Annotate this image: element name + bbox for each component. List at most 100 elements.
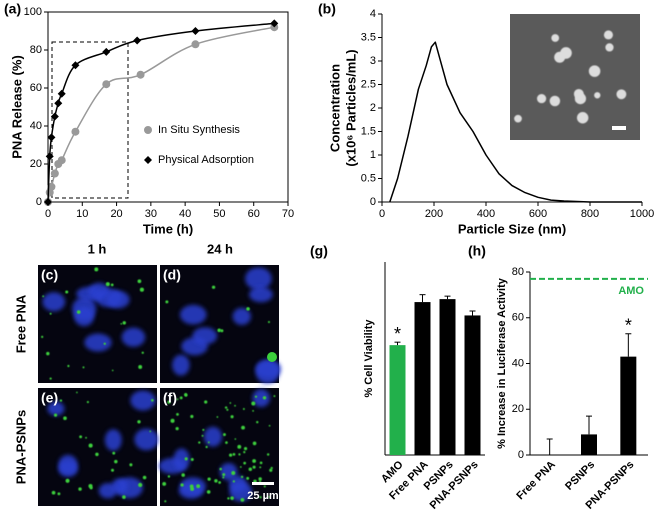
y-tick-label: 1.5 [361,125,376,137]
y-axis-label: % Cell Viability [363,319,375,398]
green-dot [120,322,123,325]
green-dot [162,482,167,486]
nucleus [203,426,223,447]
green-dot [267,320,271,324]
nucleus [172,354,190,376]
row-label: Free PNA [13,294,28,353]
green-dot [111,369,114,372]
green-dot [206,490,211,494]
green-dot [269,468,273,472]
nucleus [173,448,190,471]
green-dot [259,461,263,465]
green-dot [246,476,250,480]
plot-frame [47,11,289,203]
green-dot [266,453,270,456]
nucleus [98,483,118,499]
point [133,36,142,45]
point [71,61,80,70]
green-dot [122,495,126,499]
y-tick-label: 20 [30,158,42,170]
bar [620,356,637,455]
micrographs: (c) (d) (e) (f) [38,265,281,506]
point [191,27,200,35]
green-dot [214,479,218,483]
x-tick-label: 30 [145,208,157,220]
green-dot [219,467,223,471]
column-label: 24 h [207,241,233,256]
green-dot [222,476,225,479]
green-dot [181,473,185,477]
green-dot [176,412,179,416]
green-dot [256,420,259,424]
green-dot [137,420,141,424]
green-dot [141,351,144,354]
green-dot [202,428,205,431]
green-dot [229,402,232,404]
green-dot [78,487,82,491]
y-tick-label: 4 [370,8,376,20]
bar [581,434,597,455]
green-dot [232,480,235,483]
green-dot [110,283,114,287]
x-axis-label: Particle Size (nm) [458,221,566,236]
green-dot [252,465,256,469]
green-dot [223,433,226,437]
y-tick-label: 3 [370,55,376,67]
y-tick-label: 0 [370,196,376,208]
green-dot [139,287,144,292]
x-tick-label: 0 [45,208,51,220]
y-tick-label: 60 [30,82,42,94]
green-dot [230,415,234,419]
significance-mark: * [394,324,401,344]
y-axis-label: (x10⁶ Particles/mL) [343,49,358,166]
micrograph [160,388,279,506]
green-dot [57,492,61,496]
particle [549,95,561,107]
green-dot [220,329,224,333]
y-tick-label: 100 [24,6,42,18]
green-dot [122,321,126,325]
green-dot [149,430,152,433]
legend-label: Physical Adsorption [158,154,254,166]
green-cell [267,352,277,362]
green-dot [190,458,194,462]
green-dot [268,424,271,427]
significance-mark: * [625,316,632,336]
green-dot [137,279,142,284]
green-dot [252,409,254,412]
x-tick-label: 10 [76,208,88,220]
point [47,133,56,142]
y-axis-label: Concentration [327,64,342,152]
x-tick-label: 400 [477,208,495,220]
green-dot [248,467,253,472]
green-dot [225,441,228,444]
green-dot [207,477,211,481]
row-label: PNA-PSNPs [13,410,28,484]
nucleus [106,290,130,309]
green-dot [76,310,81,314]
green-dot [138,365,143,369]
green-dot [252,459,257,463]
green-dot [230,496,234,500]
green-dot [196,484,201,489]
y-axis-label: PNA Release (%) [9,55,24,159]
particle [574,92,587,105]
panel-label: (a) [4,1,21,17]
point [47,182,56,191]
y-tick-label: 0.5 [361,172,376,184]
bar [464,315,481,455]
green-dot [262,396,267,400]
green-dot [49,377,52,380]
green-dot [201,434,204,437]
green-dot [224,406,228,409]
x-tick-label: PSNPs [563,459,597,493]
y-tick-label: 3.5 [361,31,376,43]
x-tick-label: 600 [529,208,547,220]
green-dot [259,496,262,499]
trend-line [47,22,275,203]
green-dot [59,399,63,402]
green-dot [242,408,245,410]
green-dot [229,453,233,457]
y-tick-label: 40 [30,120,42,132]
green-dot [227,497,230,500]
